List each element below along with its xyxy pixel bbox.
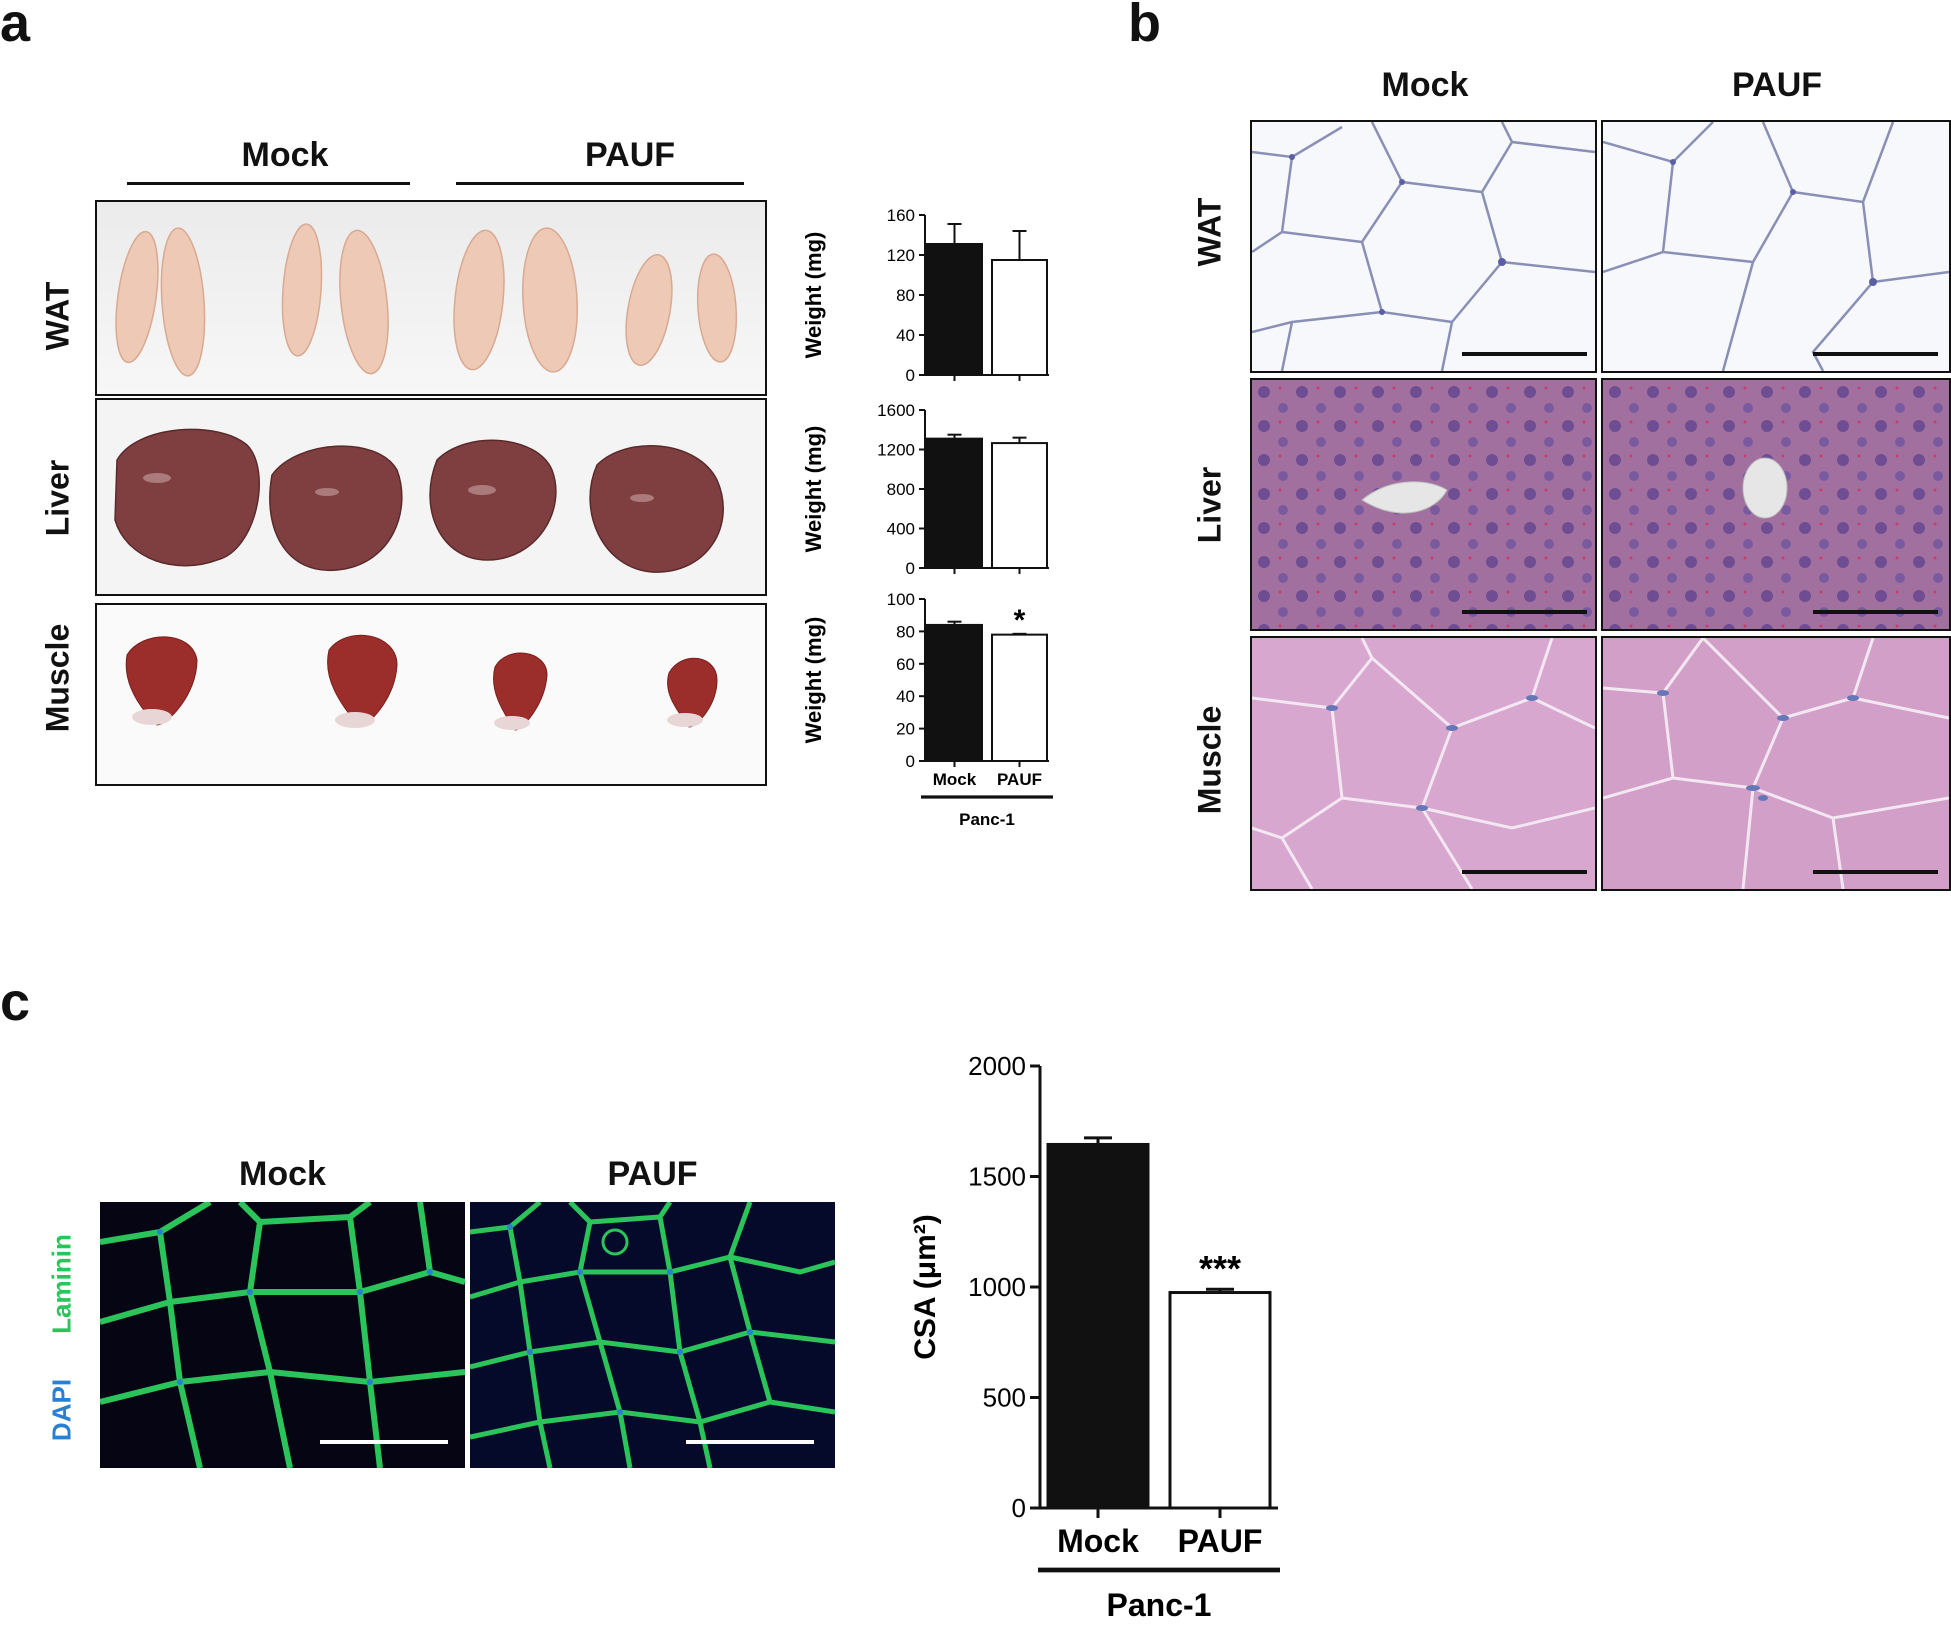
scale-bar [1462,352,1587,356]
panel-a-row-muscle: Muscle [39,623,76,733]
panel-b-liver-pauf-histology [1601,378,1951,631]
y-tick-label: 0 [906,752,915,771]
panel-c-mock-immunofluorescence [100,1202,465,1468]
panel-c-dapi-label: DAPI [46,1378,77,1442]
y-tick-label: 400 [887,519,915,538]
bar-mock [926,623,983,763]
significance-annotation: *** [1199,1248,1241,1289]
y-tick-label: 120 [887,246,915,265]
x-category-label: PAUF [997,770,1042,789]
panel-a-row-liver: Liver [39,459,76,537]
scale-bar [1462,870,1587,874]
panel-c-pauf-label: PAUF [607,1155,698,1193]
panel-a-muscle-photo [95,603,767,786]
panel-c-mock-label: Mock [239,1155,326,1193]
panel-b-muscle-mock-histology [1250,636,1597,891]
liver-weight-chart: 0 400 800 1200 1600 Weight (mg) [801,401,1049,578]
panel-letter-b: b [1128,0,1161,53]
x-group-label: Panc-1 [959,810,1015,829]
x-category-label: PAUF [1178,1523,1263,1559]
y-tick-label: 40 [896,687,915,706]
panel-b-muscle-pauf-histology [1601,636,1951,891]
scale-bar [320,1440,448,1444]
x-group-label: Panc-1 [1107,1587,1212,1623]
panel-a-pauf-underline [456,182,744,185]
panel-a-mock-underline [127,182,410,185]
panel-b-mock-label: Mock [1381,66,1469,104]
y-tick-label: 0 [906,559,915,578]
y-tick-label: 800 [887,480,915,499]
wat-weight-chart: 0 40 80 120 160 Weight (mg) [801,206,1049,385]
y-tick-label: 1600 [877,401,915,420]
y-tick-label: 40 [896,326,915,345]
panel-letter-c: c [0,972,31,1032]
significance-annotation: * [1014,604,1026,637]
muscle-weight-chart: 0 20 40 60 80 100 Weight (mg) Mock * PAUF Panc-1 [801,590,1053,829]
bar-pauf [991,633,1048,763]
csa-chart: 0 500 1000 1500 2000 CSA (μm²) Mock *** PAUF Panc… [909,1051,1280,1623]
panel-b-pauf-label: PAUF [1731,66,1823,104]
scale-bar [1813,352,1938,356]
panel-c-laminin-label: Laminin [46,1234,77,1334]
panel-b-wat-pauf-histology [1601,120,1951,373]
y-tick-label: 20 [896,720,915,739]
panel-a-wat-photo [95,200,767,396]
bar-mock [926,437,983,569]
y-tick-label: 1200 [877,440,915,459]
bar-mock [1046,1142,1150,1510]
scale-bar [1813,870,1938,874]
panel-b-row-wat: WAT [1191,197,1228,267]
y-tick-label: 1000 [968,1272,1026,1302]
y-tick-label: 0 [906,366,915,385]
bar-pauf [991,442,1048,569]
panel-a-liver-photo [95,398,767,596]
panel-b-liver-mock-histology [1250,378,1597,631]
panel-a-mock-label: Mock [241,136,329,174]
panel-b-wat-mock-histology [1250,120,1597,373]
y-tick-label: 0 [1012,1493,1026,1523]
panel-b-row-liver: Liver [1191,466,1228,544]
y-tick-label: 160 [887,206,915,225]
y-tick-label: 500 [983,1383,1026,1413]
scale-bar [686,1440,814,1444]
y-tick-label: 60 [896,655,915,674]
scale-bar [1813,610,1938,614]
panel-letter-a: a [0,0,31,53]
y-axis-label: Weight (mg) [801,617,826,744]
y-tick-label: 80 [896,622,915,641]
panel-a-row-wat: WAT [39,281,76,351]
panel-c-csa-chart: 0 500 1000 1500 2000 CSA (μm²) Mock *** PAUF Panc… [909,1051,1280,1623]
y-tick-label: 2000 [968,1051,1026,1081]
y-axis-label: CSA (μm²) [909,1214,942,1360]
bar-pauf [1168,1291,1272,1510]
scale-bar [1462,610,1587,614]
y-tick-label: 100 [887,590,915,609]
x-category-label: Mock [933,770,977,789]
x-category-label: Mock [1057,1523,1139,1559]
y-tick-label: 80 [896,286,915,305]
bar-pauf [991,259,1048,376]
bar-mock [926,243,983,376]
y-tick-label: 1500 [968,1162,1026,1192]
y-axis-label: Weight (mg) [801,426,826,553]
panel-a-pauf-label: PAUF [584,136,676,174]
panel-c-pauf-immunofluorescence [470,1202,835,1468]
panel-b-row-muscle: Muscle [1191,705,1228,815]
y-axis-label: Weight (mg) [801,232,826,359]
